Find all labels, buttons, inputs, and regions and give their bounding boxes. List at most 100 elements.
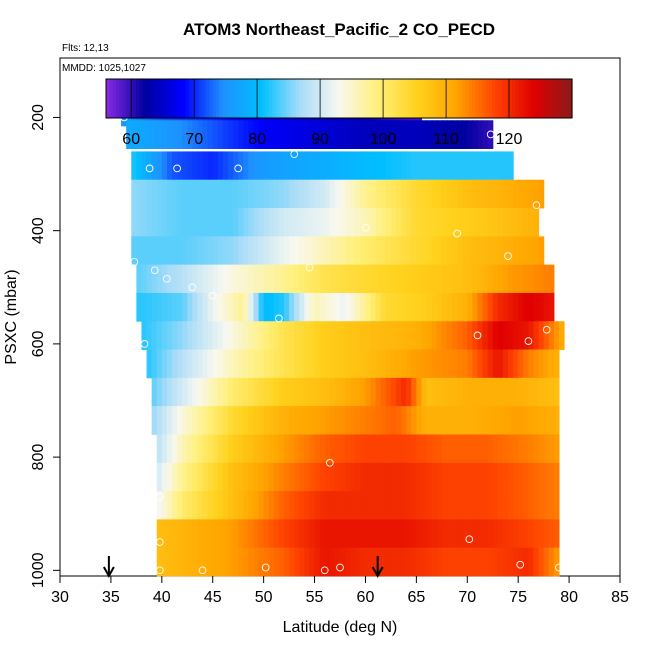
heatmap-cell	[192, 179, 199, 209]
heatmap-cell	[467, 321, 473, 350]
heatmap-cell	[370, 519, 377, 549]
heatmap-cell	[136, 120, 143, 149]
heatmap-cell	[248, 519, 255, 549]
heatmap-cell	[151, 208, 158, 237]
sample-point	[532, 201, 541, 210]
heatmap-cell	[192, 462, 199, 492]
heatmap-cell	[304, 349, 311, 379]
heatmap-cell	[467, 292, 473, 322]
heatmap-cell	[304, 434, 311, 464]
heatmap-cell	[467, 491, 473, 520]
heatmap-cell	[222, 434, 229, 464]
heatmap-cell	[375, 208, 382, 237]
heatmap-cell	[446, 434, 453, 464]
heatmap-cell	[421, 406, 428, 435]
heatmap-cell	[533, 264, 540, 294]
heatmap-cell	[187, 208, 193, 237]
colorbar-segment	[415, 79, 420, 118]
heatmap-cell	[385, 151, 392, 181]
heatmap-cell	[146, 151, 153, 181]
heatmap-cell	[492, 491, 499, 520]
colorbar-segment	[362, 79, 367, 118]
colorbar-segment	[172, 79, 177, 118]
heatmap-cell	[161, 491, 168, 520]
heatmap-cell	[462, 491, 468, 520]
heatmap-cell	[289, 236, 295, 266]
heatmap-cell	[411, 292, 417, 322]
heatmap-cell	[406, 208, 412, 237]
heatmap-cell	[390, 321, 397, 350]
heatmap-cell	[523, 462, 529, 492]
heatmap-cell	[166, 292, 173, 322]
colorbar-segment	[482, 79, 487, 118]
heatmap-cell	[472, 406, 479, 435]
colorbar-segment	[255, 79, 260, 118]
heatmap-cell	[243, 491, 249, 520]
heatmap-cell	[141, 321, 148, 350]
heatmap-cell	[202, 547, 209, 577]
heatmap-cell	[294, 236, 300, 266]
heatmap-cell	[233, 547, 239, 577]
colorbar-segment	[365, 79, 370, 118]
heatmap-cell	[151, 151, 158, 181]
sample-point	[542, 325, 551, 334]
heatmap-cell	[207, 377, 214, 407]
heatmap-cell	[482, 292, 489, 322]
heatmap-cell	[360, 236, 367, 266]
colorbar-segment	[392, 79, 397, 118]
heatmap-cell	[192, 120, 199, 149]
heatmap-cell	[258, 292, 265, 322]
sample-point	[361, 223, 370, 232]
heatmap-cell	[518, 264, 524, 294]
heatmap-cell	[375, 519, 382, 549]
heatmap-cell	[487, 349, 494, 379]
heatmap-cell	[513, 264, 519, 294]
heatmap-cell	[202, 377, 209, 407]
heatmap-cell	[299, 151, 305, 181]
heatmap-cell	[187, 491, 193, 520]
colorbar-segment	[485, 79, 490, 118]
heatmap-cell	[294, 120, 300, 149]
heatmap-cell	[319, 236, 326, 266]
heatmap-cell	[411, 519, 417, 549]
heatmap-cell	[548, 292, 555, 322]
heatmap-cell	[467, 236, 473, 266]
heatmap-cell	[182, 547, 188, 577]
heatmap-cell	[502, 151, 509, 181]
heatmap-cell	[528, 434, 535, 464]
heatmap-cell	[228, 491, 234, 520]
heatmap-cell	[518, 292, 524, 322]
x-tick-label: 65	[407, 589, 425, 606]
heatmap-cell	[452, 292, 458, 322]
x-axis-label: Latitude (deg N)	[283, 619, 398, 636]
heatmap-cell	[380, 519, 387, 549]
heatmap-cell	[452, 462, 458, 492]
heatmap-cell	[177, 462, 183, 492]
heatmap-cell	[365, 236, 372, 266]
heatmap-cell	[508, 406, 514, 435]
heatmap-cell	[156, 292, 163, 322]
heatmap-cell	[355, 547, 361, 577]
colorbar-segment	[122, 79, 127, 118]
heatmap-cell	[487, 292, 494, 322]
heatmap-cell	[513, 491, 519, 520]
colorbar-segment	[348, 79, 353, 118]
heatmap-cell	[452, 491, 458, 520]
heatmap-cell	[543, 349, 550, 379]
heatmap-cell	[492, 462, 499, 492]
heatmap-cell	[136, 264, 143, 294]
colorbar-segment	[388, 79, 393, 118]
heatmap-cell	[284, 349, 290, 379]
heatmap-cell	[233, 491, 239, 520]
colorbar-segment	[342, 79, 347, 118]
heatmap-cell	[380, 208, 387, 237]
heatmap-cell	[518, 236, 524, 266]
heatmap-cell	[319, 179, 326, 209]
heatmap-cell	[457, 208, 463, 237]
heatmap-cell	[375, 179, 382, 209]
heatmap-cell	[299, 519, 305, 549]
heatmap-cell	[278, 179, 285, 209]
heatmap-cell	[518, 321, 524, 350]
heatmap-cell	[426, 462, 433, 492]
heatmap-cell	[513, 236, 519, 266]
